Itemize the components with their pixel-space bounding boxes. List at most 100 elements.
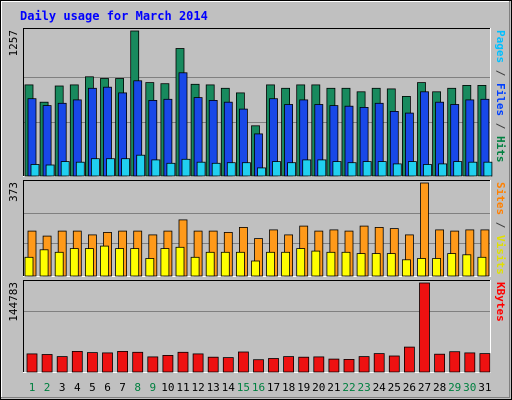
bar-kbytes [268, 358, 279, 373]
bar-sites [54, 251, 64, 277]
day-label: 24 [373, 381, 387, 394]
bar-kbytes [403, 346, 415, 373]
day-label: 8 [134, 381, 141, 394]
bar-pages [30, 164, 40, 177]
panel-hits-files-pages: 1257 Pages / Files / Hits [7, 28, 507, 177]
bar-kbytes [192, 353, 204, 373]
bar-pages [211, 162, 221, 177]
bar-sites [85, 248, 94, 277]
bar-pages [151, 159, 161, 177]
bar-pages [407, 161, 417, 177]
day-label: 23 [357, 381, 370, 394]
day-label: 20 [312, 381, 325, 394]
bar-sites [160, 248, 170, 277]
bar-pages [362, 161, 372, 177]
bar-kbytes [162, 354, 174, 373]
day-label: 7 [119, 381, 126, 394]
bar-kbytes [207, 356, 219, 373]
day-label: 15 [237, 381, 250, 394]
bar-sites [145, 258, 155, 277]
bar-sites [417, 258, 426, 277]
day-label: 30 [463, 381, 476, 394]
bar-kbytes [237, 351, 249, 373]
day-label: 18 [282, 381, 295, 394]
bar-pages [166, 162, 176, 177]
chart-title: Daily usage for March 2014 [20, 9, 208, 23]
bar-kbytes [117, 350, 128, 373]
series-legend: KBytes [494, 282, 507, 322]
day-label: 17 [267, 381, 280, 394]
bar-sites [130, 248, 140, 277]
bar-sites [24, 256, 34, 277]
bar-pages [75, 161, 85, 177]
bar-pages [347, 162, 357, 177]
bar-pages [136, 154, 146, 177]
bar-sites [281, 251, 291, 277]
panel-kbytes: 144783 KBytes [7, 280, 507, 373]
day-label: 10 [161, 381, 174, 394]
bar-sites [432, 258, 442, 277]
bar-pages [483, 161, 493, 177]
legend-entry: Visits [494, 235, 507, 275]
bar-kbytes [479, 353, 491, 373]
day-label: 2 [44, 381, 51, 394]
day-label: 6 [104, 381, 111, 394]
series-legend: Sites / Visits [494, 182, 507, 275]
day-label: 27 [418, 381, 431, 394]
y-max-label: 144783 [7, 282, 20, 322]
bar-sites [235, 251, 245, 277]
bar-sites [341, 251, 351, 277]
legend-entry: Hits [494, 136, 507, 163]
bar-pages [392, 163, 402, 177]
series-legend: Pages / Files / Hits [494, 30, 507, 163]
y-max-label: 373 [7, 182, 20, 202]
day-label: 26 [403, 381, 416, 394]
day-label: 13 [207, 381, 220, 394]
bar-pages [453, 161, 463, 177]
bar-kbytes [449, 351, 461, 373]
day-label: 14 [222, 381, 236, 394]
bar-kbytes [222, 357, 234, 373]
bar-kbytes [464, 352, 476, 373]
bar-kbytes [41, 354, 53, 373]
bar-sites [220, 251, 230, 277]
legend-entry: Pages [494, 30, 507, 63]
day-label: 21 [327, 381, 340, 394]
bar-kbytes [56, 356, 68, 373]
bar-kbytes [388, 355, 400, 373]
day-label: 12 [191, 381, 204, 394]
bar-files [420, 91, 429, 177]
x-axis-day-labels: 1 2 3 4 5 6 7 8 9 10 11 12 13 14 15 16 17 18 19 20 21 22 23 24 2… [29, 381, 492, 394]
bar-sites [190, 256, 200, 277]
bar-kbytes [26, 353, 38, 373]
bar-kbytes [132, 351, 144, 373]
bar-pages [423, 164, 432, 177]
bar-sites [326, 251, 336, 277]
bar-pages [257, 167, 266, 177]
bar-sites [266, 251, 275, 277]
bar-pages [91, 158, 100, 177]
day-label: 19 [297, 381, 310, 394]
bar-pages [196, 161, 206, 177]
day-label: 29 [448, 381, 461, 394]
bar-pages [468, 161, 478, 177]
bar-pages [60, 161, 70, 177]
bar-kbytes [313, 356, 325, 373]
bar-sites [356, 253, 366, 277]
bar-pages [241, 162, 251, 177]
bar-pages [45, 164, 55, 177]
day-label: 5 [89, 381, 96, 394]
bar-sites [371, 253, 381, 277]
bar-pages [106, 158, 115, 177]
bar-pages [317, 159, 327, 177]
bar-kbytes [283, 356, 295, 373]
bar-pages [121, 158, 130, 177]
bar-kbytes [102, 352, 113, 373]
legend-entry: Sites [494, 182, 507, 215]
bar-pages [181, 158, 191, 177]
bar-sites [401, 259, 411, 277]
panel-visits-sites: 373 Sites / Visits [7, 180, 507, 277]
bar-sites [69, 248, 79, 277]
bar-pages [272, 161, 281, 177]
bar-kbytes [71, 350, 83, 373]
